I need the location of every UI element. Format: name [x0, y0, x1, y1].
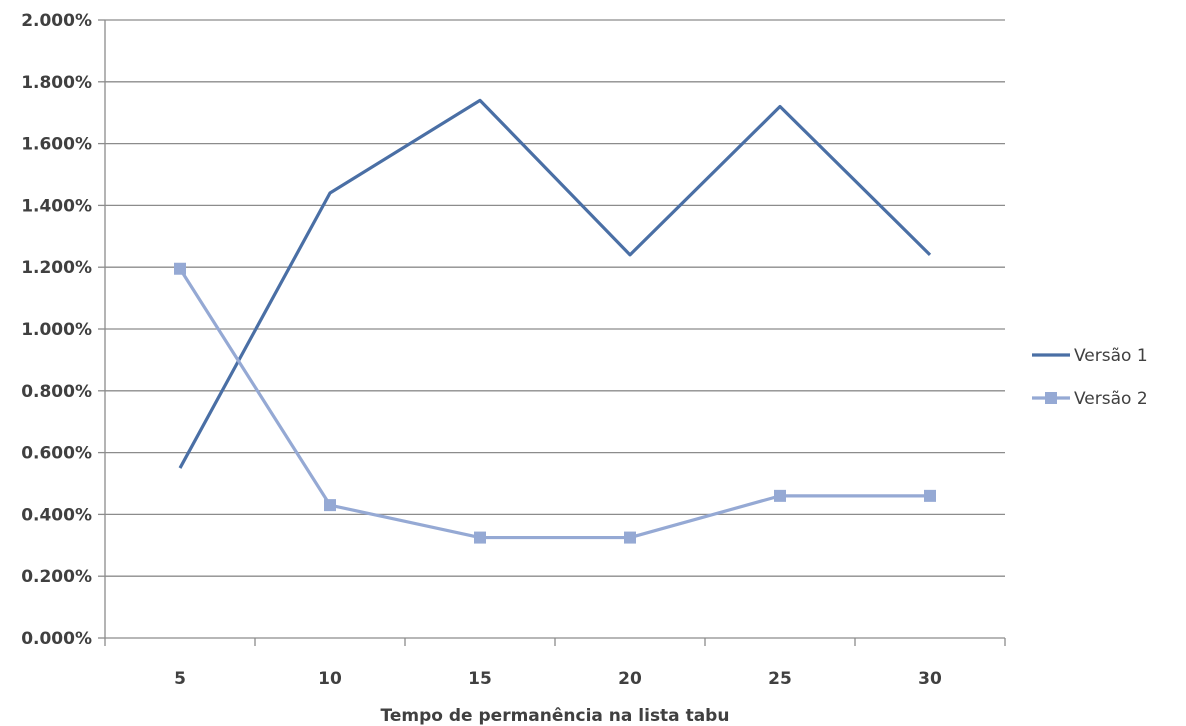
x-tick-label: 5	[174, 669, 186, 689]
y-tick-label: 0.400%	[21, 505, 92, 525]
series-line	[178, 98, 932, 469]
y-tick-labels: 0.000% 0.200% 0.400% 0.600% 0.800% 1.000% 1.20…	[21, 11, 92, 649]
y-tick-label: 2.000%	[21, 11, 92, 31]
x-axis-title: Tempo de permanência na lista tabu	[381, 706, 730, 726]
y-tick-label: 1.000%	[21, 320, 92, 340]
x-tick-label: 30	[918, 669, 942, 689]
series-point	[174, 262, 186, 275]
x-tick-labels: 5 10 15 20 25 30	[174, 669, 942, 689]
y-tick-label: 0.600%	[21, 444, 92, 464]
series-point	[474, 531, 486, 544]
series-point	[924, 489, 936, 502]
x-tick-label: 15	[468, 669, 492, 689]
legend-label: Versão 2	[1074, 389, 1148, 409]
axes	[98, 19, 1006, 646]
y-tick-label: 1.400%	[21, 196, 92, 216]
y-tick-label: 1.800%	[21, 73, 92, 93]
series-point	[624, 531, 636, 544]
y-tick-label: 1.600%	[21, 135, 92, 155]
y-tick-label: 0.800%	[21, 382, 92, 402]
legend-marker	[1045, 392, 1057, 404]
legend-label: Versão 1	[1074, 346, 1148, 366]
y-tick-label: 0.200%	[21, 567, 92, 587]
y-tick-label: 0.000%	[21, 629, 92, 649]
x-tick-label: 25	[768, 669, 792, 689]
y-tick-label: 1.200%	[21, 258, 92, 278]
x-tick-label: 10	[318, 669, 342, 689]
series-line	[178, 267, 930, 540]
legend: Versão 1 Versão 2	[1032, 346, 1148, 409]
series-point	[774, 489, 786, 502]
x-tick-label: 20	[618, 669, 642, 689]
gridlines	[105, 19, 1005, 577]
series-point	[324, 499, 336, 512]
series-lines	[174, 98, 936, 544]
